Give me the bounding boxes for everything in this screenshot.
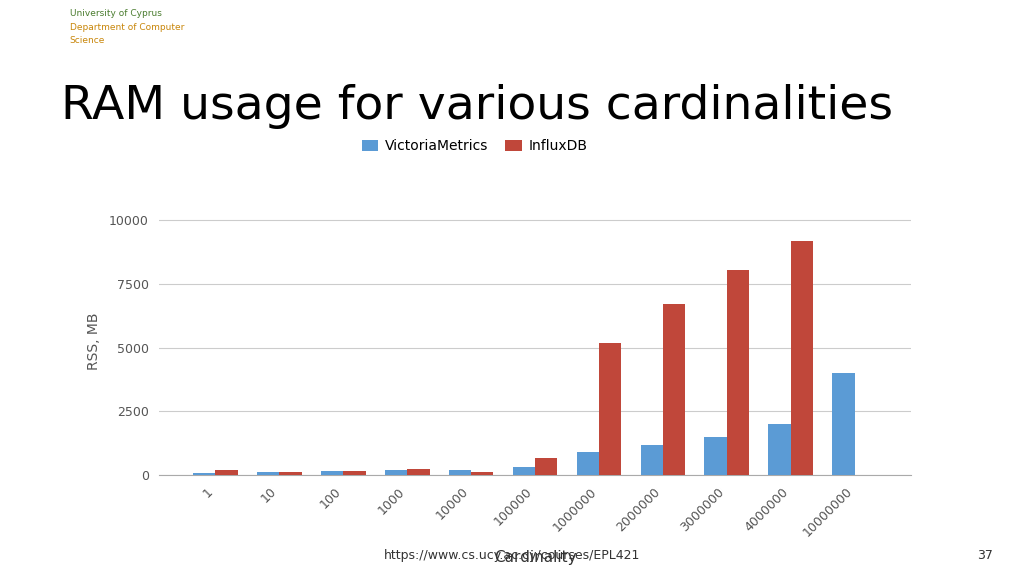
- Bar: [641, 445, 663, 475]
- X-axis label: Cardinality: Cardinality: [494, 551, 577, 566]
- Text: Science: Science: [70, 36, 105, 46]
- Bar: [193, 473, 215, 475]
- Bar: [535, 458, 557, 475]
- Bar: [513, 467, 535, 475]
- Text: 37: 37: [977, 549, 993, 562]
- Text: https://www.cs.ucy.ac.cy/courses/EPL421: https://www.cs.ucy.ac.cy/courses/EPL421: [384, 549, 640, 562]
- Bar: [577, 452, 599, 475]
- Bar: [408, 469, 429, 475]
- Bar: [257, 472, 280, 475]
- Bar: [280, 472, 302, 475]
- Bar: [705, 437, 727, 475]
- Bar: [791, 241, 813, 475]
- Bar: [385, 470, 408, 475]
- Bar: [321, 471, 343, 475]
- Text: Department of Computer: Department of Computer: [70, 23, 184, 32]
- Bar: [599, 343, 622, 475]
- Bar: [449, 469, 471, 475]
- Text: University of Cyprus: University of Cyprus: [70, 9, 162, 18]
- Text: RAM usage for various cardinalities: RAM usage for various cardinalities: [61, 84, 893, 128]
- Bar: [663, 304, 685, 475]
- Bar: [215, 469, 238, 475]
- Legend: VictoriaMetrics, InfluxDB: VictoriaMetrics, InfluxDB: [361, 139, 588, 153]
- Bar: [727, 270, 750, 475]
- Bar: [471, 472, 494, 475]
- Bar: [833, 373, 855, 475]
- Y-axis label: RSS, MB: RSS, MB: [87, 313, 100, 370]
- Bar: [768, 424, 791, 475]
- Bar: [343, 471, 366, 475]
